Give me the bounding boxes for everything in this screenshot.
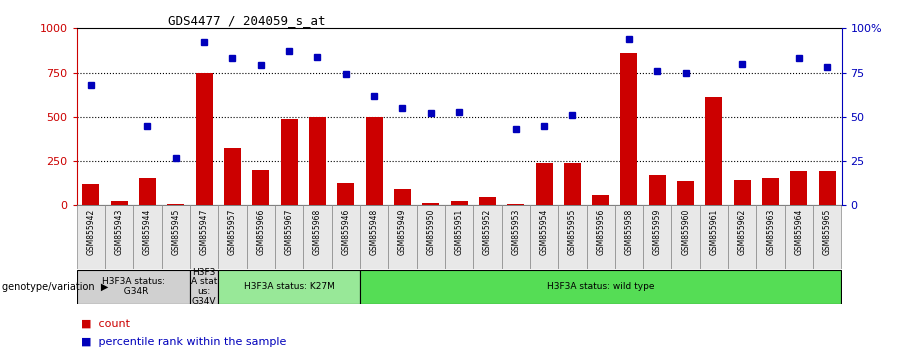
Text: ■  count: ■ count <box>81 319 130 329</box>
FancyBboxPatch shape <box>274 205 303 269</box>
Bar <box>479 198 496 205</box>
Bar <box>365 117 382 205</box>
Text: GSM855942: GSM855942 <box>86 209 95 255</box>
Bar <box>620 53 637 205</box>
Text: GSM855967: GSM855967 <box>284 209 293 255</box>
FancyBboxPatch shape <box>303 205 331 269</box>
FancyBboxPatch shape <box>814 205 842 269</box>
Bar <box>536 163 553 205</box>
FancyBboxPatch shape <box>190 270 218 304</box>
Text: GSM855945: GSM855945 <box>171 209 180 255</box>
Text: GSM855956: GSM855956 <box>596 209 605 255</box>
Text: GSM855964: GSM855964 <box>795 209 804 255</box>
FancyBboxPatch shape <box>615 205 644 269</box>
Bar <box>422 202 439 205</box>
FancyBboxPatch shape <box>76 205 104 269</box>
FancyBboxPatch shape <box>161 205 190 269</box>
Bar <box>451 201 467 205</box>
Text: GSM855944: GSM855944 <box>143 209 152 255</box>
Bar <box>592 195 609 205</box>
Text: ■  percentile rank within the sample: ■ percentile rank within the sample <box>81 337 286 347</box>
Text: GSM855948: GSM855948 <box>370 209 379 255</box>
Bar <box>281 119 298 205</box>
FancyBboxPatch shape <box>104 205 133 269</box>
Text: GSM855959: GSM855959 <box>652 209 662 255</box>
Text: GSM855965: GSM855965 <box>823 209 832 255</box>
Text: GSM855951: GSM855951 <box>454 209 464 255</box>
Text: GDS4477 / 204059_s_at: GDS4477 / 204059_s_at <box>168 14 326 27</box>
Bar <box>139 178 156 205</box>
Bar <box>394 188 410 205</box>
Text: GSM855963: GSM855963 <box>766 209 775 255</box>
Text: H3F3A status:
  G34R: H3F3A status: G34R <box>102 278 165 296</box>
Text: GSM855954: GSM855954 <box>539 209 548 255</box>
Text: GSM855949: GSM855949 <box>398 209 407 255</box>
FancyBboxPatch shape <box>218 270 360 304</box>
FancyBboxPatch shape <box>218 205 247 269</box>
Text: H3F3
A stat
us:
G34V: H3F3 A stat us: G34V <box>191 268 217 306</box>
FancyBboxPatch shape <box>331 205 360 269</box>
FancyBboxPatch shape <box>785 205 814 269</box>
Bar <box>252 170 269 205</box>
Bar <box>677 181 694 205</box>
Bar <box>790 171 807 205</box>
FancyBboxPatch shape <box>445 205 473 269</box>
FancyBboxPatch shape <box>757 205 785 269</box>
Text: GSM855943: GSM855943 <box>114 209 123 255</box>
Bar <box>224 148 241 205</box>
FancyBboxPatch shape <box>473 205 501 269</box>
Text: GSM855952: GSM855952 <box>482 209 491 255</box>
Text: GSM855950: GSM855950 <box>427 209 436 255</box>
FancyBboxPatch shape <box>671 205 700 269</box>
Bar <box>195 73 212 205</box>
FancyBboxPatch shape <box>700 205 728 269</box>
FancyBboxPatch shape <box>644 205 671 269</box>
Bar <box>111 201 128 205</box>
FancyBboxPatch shape <box>360 205 388 269</box>
FancyBboxPatch shape <box>388 205 417 269</box>
FancyBboxPatch shape <box>530 205 558 269</box>
FancyBboxPatch shape <box>133 205 161 269</box>
FancyBboxPatch shape <box>587 205 615 269</box>
Bar <box>309 117 326 205</box>
Text: GSM855946: GSM855946 <box>341 209 350 255</box>
Text: GSM855960: GSM855960 <box>681 209 690 255</box>
Text: genotype/variation  ▶: genotype/variation ▶ <box>2 282 108 292</box>
FancyBboxPatch shape <box>417 205 445 269</box>
FancyBboxPatch shape <box>76 270 190 304</box>
Text: GSM855968: GSM855968 <box>313 209 322 255</box>
Bar <box>649 175 666 205</box>
Bar <box>508 204 524 205</box>
FancyBboxPatch shape <box>190 205 218 269</box>
Bar <box>338 183 355 205</box>
Bar <box>82 184 99 205</box>
Text: GSM855966: GSM855966 <box>256 209 266 255</box>
Text: GSM855962: GSM855962 <box>738 209 747 255</box>
Text: GSM855957: GSM855957 <box>228 209 237 255</box>
Text: GSM855947: GSM855947 <box>200 209 209 255</box>
Text: GSM855955: GSM855955 <box>568 209 577 255</box>
Text: GSM855961: GSM855961 <box>709 209 718 255</box>
Bar <box>706 97 723 205</box>
FancyBboxPatch shape <box>360 270 842 304</box>
FancyBboxPatch shape <box>247 205 274 269</box>
Bar <box>563 163 580 205</box>
Bar <box>819 171 836 205</box>
FancyBboxPatch shape <box>501 205 530 269</box>
FancyBboxPatch shape <box>728 205 757 269</box>
FancyBboxPatch shape <box>558 205 587 269</box>
Text: H3F3A status: K27M: H3F3A status: K27M <box>244 282 335 291</box>
Bar <box>762 178 779 205</box>
Text: GSM855958: GSM855958 <box>625 209 634 255</box>
Bar <box>734 180 751 205</box>
Text: H3F3A status: wild type: H3F3A status: wild type <box>547 282 654 291</box>
Text: GSM855953: GSM855953 <box>511 209 520 255</box>
